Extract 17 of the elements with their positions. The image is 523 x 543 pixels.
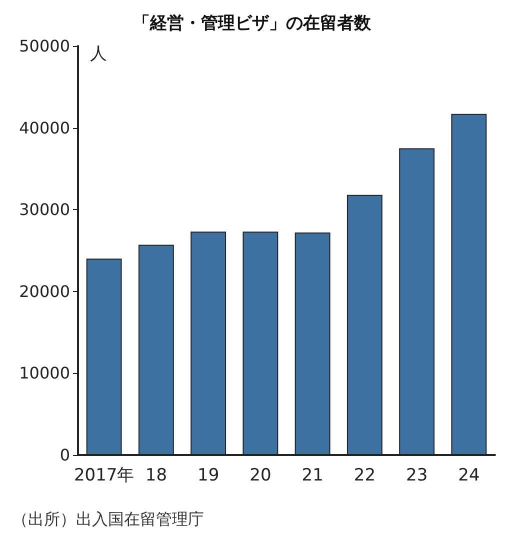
x-tick-label: 19 xyxy=(197,466,220,486)
y-tick-label: 10000 xyxy=(19,364,70,383)
x-tick-label: 18 xyxy=(145,466,168,486)
text: （出所）出入国在留管理庁 xyxy=(12,510,204,528)
y-tick-label: 0 xyxy=(60,446,70,464)
x-tick-label: 24 xyxy=(458,466,480,486)
y-axis-title: 人 xyxy=(90,44,107,64)
x-tick-label: 21 xyxy=(302,466,324,486)
x-tick-label: 23 xyxy=(406,466,428,486)
chart-title: 「経営・管理ビザ」の在留者数 xyxy=(133,14,372,34)
x-tick-label: 20 xyxy=(250,466,272,486)
y-tick-label: 40000 xyxy=(19,118,70,138)
x-tick-label: 22 xyxy=(354,466,376,486)
y-tick-label: 30000 xyxy=(19,200,70,220)
y-tick-label: 50000 xyxy=(19,36,70,56)
x-tick-label: 2017年 xyxy=(74,466,134,486)
y-tick-label: 20000 xyxy=(19,282,70,301)
